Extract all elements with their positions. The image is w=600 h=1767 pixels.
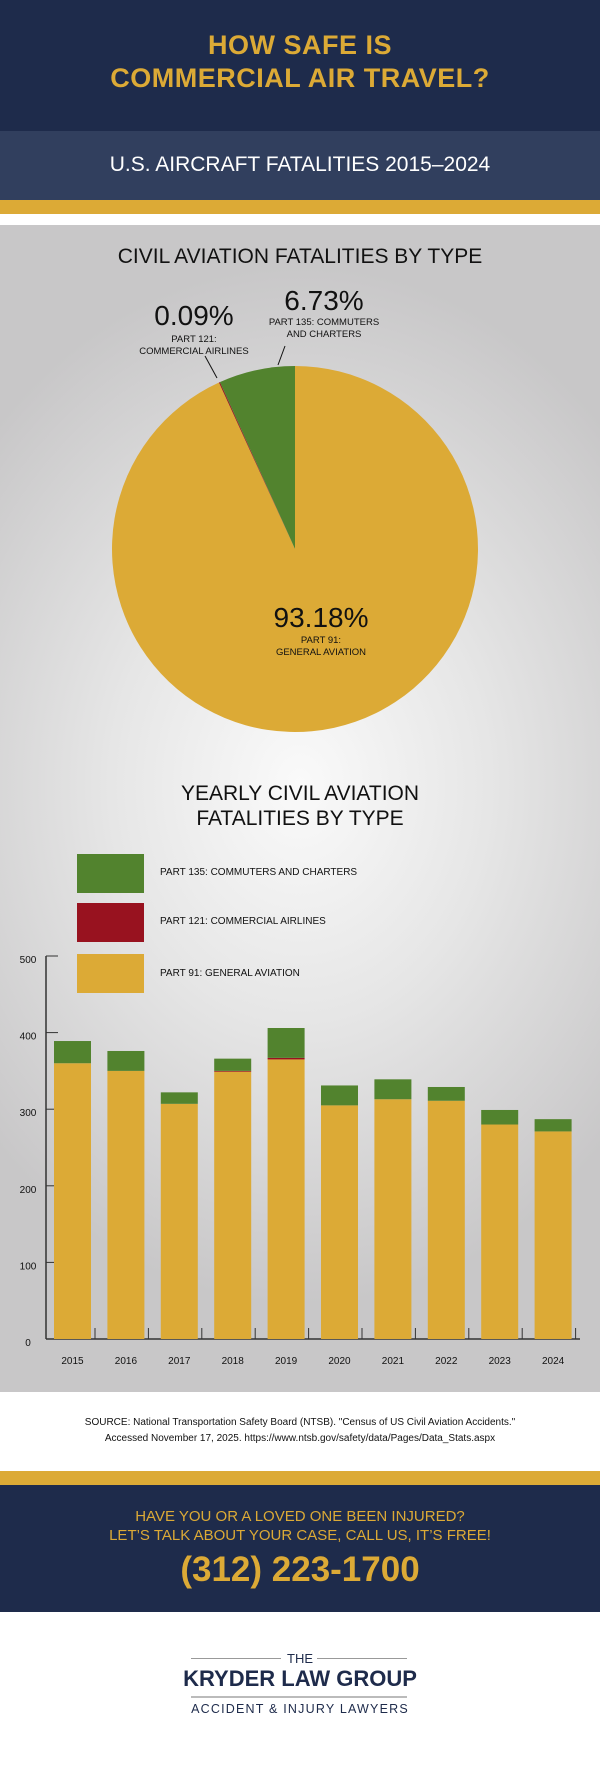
bar-segment	[160, 1092, 198, 1104]
y-tick-label: 0	[25, 1338, 31, 1349]
pie-chart	[111, 345, 478, 733]
legend-label-part135: PART 135: COMMUTERS AND CHARTERS	[160, 867, 358, 878]
pie-slice	[219, 366, 295, 549]
pie-label-part121: PART 121: COMMERCIAL AIRLINES	[114, 334, 274, 358]
legend-label-part121: PART 121: COMMERCIAL AIRLINES	[160, 916, 326, 927]
pie-label-part91: PART 91: GENERAL AVIATION	[241, 635, 401, 659]
pie-slice	[218, 382, 295, 549]
header-banner	[0, 0, 600, 131]
bar-segment	[214, 1058, 252, 1071]
subtitle: U.S. AIRCRAFT FATALITIES 2015–2024	[109, 153, 491, 176]
bar-title-line1: YEARLY CIVIL AVIATION	[180, 782, 420, 805]
bar-segment	[374, 1079, 412, 1100]
x-tick-label: 2017	[168, 1356, 191, 1367]
subtitle-band: U.S. AIRCRAFT FATALITIES 2015–2024	[0, 131, 600, 200]
label-line: PART 121:	[171, 334, 217, 345]
x-tick-label: 2018	[222, 1356, 245, 1367]
x-tick-label: 2023	[489, 1356, 512, 1367]
pie-title: CIVIL AVIATION FATALITIES BY TYPE	[117, 245, 483, 268]
leader-line-part121	[204, 355, 218, 379]
bar-segment	[427, 1100, 465, 1339]
label-line: PART 135: COMMUTERS	[268, 317, 380, 328]
bar-segment	[534, 1131, 572, 1339]
source-citation: SOURCE: National Transportation Safety B…	[0, 1415, 600, 1447]
bar-segment	[321, 1105, 358, 1339]
y-tick-label: 100	[20, 1261, 37, 1272]
y-tick-label: 300	[20, 1108, 37, 1119]
x-tick-label: 2016	[115, 1356, 138, 1367]
cta-line1: HAVE YOU OR A LOVED ONE BEEN INJURED?	[135, 1508, 465, 1525]
y-tick-label: 200	[20, 1185, 37, 1196]
x-tick-label: 2021	[382, 1356, 405, 1367]
bar-segment	[267, 1028, 305, 1058]
bar-segment	[107, 1070, 145, 1339]
pie-slice	[111, 366, 478, 733]
bar-segment	[214, 1071, 252, 1339]
legend-swatch-part91	[77, 954, 144, 993]
bar-segment	[267, 1057, 305, 1060]
label-line: AND CHARTERS	[286, 329, 362, 340]
x-tick-label: 2015	[61, 1356, 84, 1367]
bar-segment	[107, 1050, 145, 1071]
bar-segment	[481, 1109, 519, 1125]
y-tick-label: 400	[20, 1032, 37, 1043]
main-title-line2: COMMERCIAL AIR TRAVEL?	[110, 63, 490, 93]
logo-the: THE	[287, 1651, 313, 1666]
bar-segment	[214, 1070, 252, 1072]
gold-divider	[0, 200, 600, 214]
gold-divider	[0, 1471, 600, 1485]
main-title-line1: HOW SAFE IS	[207, 30, 392, 60]
x-tick-label: 2019	[275, 1356, 298, 1367]
legend-label-part91: PART 91: GENERAL AVIATION	[160, 968, 300, 979]
bar-title-line2: FATALITIES BY TYPE	[196, 807, 404, 830]
logo-tagline: ACCIDENT & INJURY LAWYERS	[191, 1702, 409, 1716]
logo-rule	[317, 1658, 407, 1659]
source-line1: SOURCE: National Transportation Safety B…	[84, 1417, 516, 1428]
logo-rule	[191, 1658, 281, 1659]
logo-rule	[191, 1696, 407, 1698]
cta-line2: LET’S TALK ABOUT YOUR CASE, CALL US, IT’…	[109, 1527, 491, 1544]
phone-number[interactable]: (312) 223-1700	[180, 1550, 420, 1589]
label-line: COMMERCIAL AIRLINES	[139, 346, 249, 357]
pie-pct-part91: 93.18%	[273, 602, 369, 633]
y-tick-label: 500	[20, 955, 37, 966]
legend-swatch-part135	[77, 854, 144, 893]
bar-segment	[481, 1124, 519, 1339]
cta-banner	[0, 1485, 600, 1612]
x-tick-label: 2020	[328, 1356, 351, 1367]
x-tick-label: 2024	[542, 1356, 565, 1367]
bar-segment	[54, 1041, 91, 1064]
logo-name: KRYDER LAW GROUP	[183, 1666, 417, 1691]
bar-segment	[427, 1086, 465, 1101]
bar-segment	[54, 1063, 91, 1339]
bar-chart: 0 100 200 300 400 500 2015 2016 2017 2018 2019 2020…	[20, 955, 580, 1367]
pie-label-part135: PART 135: COMMUTERS AND CHARTERS	[244, 317, 404, 341]
bar-segment	[321, 1085, 358, 1106]
leader-line-part135	[277, 345, 286, 366]
label-line: PART 91:	[300, 635, 342, 646]
source-line2: Accessed November 17, 2025. https://www.…	[104, 1433, 496, 1444]
label-line: GENERAL AVIATION	[275, 647, 367, 658]
pie-pct-part135: 6.73%	[284, 285, 364, 316]
bar-segment	[534, 1119, 572, 1132]
x-tick-label: 2022	[435, 1356, 458, 1367]
legend-swatch-part121	[77, 903, 144, 942]
bar-segment	[160, 1103, 198, 1339]
bar-segment	[267, 1059, 305, 1339]
bar-segment	[374, 1099, 412, 1339]
pie-pct-part121: 0.09%	[154, 300, 234, 331]
